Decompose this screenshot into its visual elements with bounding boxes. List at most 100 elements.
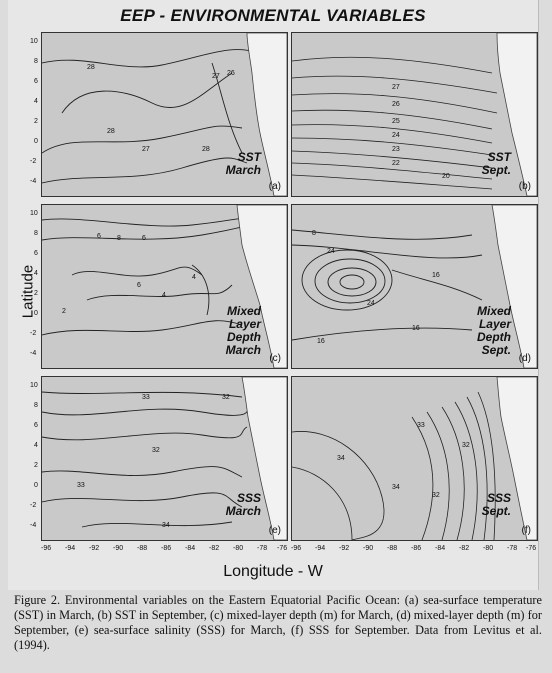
contour-map-sst-march: 28 27 28 28 27 26 (42, 33, 287, 196)
contour-label: 26 (392, 101, 400, 108)
panel-label-line: Depth (477, 330, 511, 344)
y-tick: 6 (34, 78, 38, 85)
panel-label-line: Mixed (226, 304, 261, 318)
y-tick: -4 (30, 178, 37, 185)
contour-label: 32 (222, 394, 230, 401)
panel-label-line: SSS (486, 491, 511, 505)
panel-sst-sept: 27 26 25 24 23 22 20 SST Sept. (b) (291, 32, 538, 197)
contour-map-sss-sept: 33 32 34 34 32 (292, 377, 537, 540)
x-tick: -88 (387, 545, 398, 552)
contour-label: 33 (142, 394, 150, 401)
x-axis-label: Longitude - W (223, 563, 323, 580)
x-tick: -78 (257, 545, 268, 552)
contour-label: 6 (97, 233, 101, 240)
panel-label-line: SSS (236, 491, 261, 505)
y-tick: -4 (30, 522, 37, 529)
panel-mld-sept: 8 24 16 24 16 16 Mixed Layer Depth Sept.… (291, 204, 538, 369)
x-tick: -76 (526, 545, 537, 552)
y-tick: 4 (34, 442, 38, 449)
contour-label: 2 (62, 308, 66, 315)
x-tick: -80 (233, 545, 244, 552)
y-tick: -4 (30, 350, 37, 357)
figure-caption: Figure 2. Environmental variables on the… (14, 593, 542, 652)
contour-label: 27 (392, 84, 400, 91)
contour-label: 34 (337, 455, 345, 462)
contour-label: 28 (202, 146, 210, 153)
y-tick: 10 (30, 382, 38, 389)
x-tick: -92 (89, 545, 100, 552)
x-tick: -92 (339, 545, 350, 552)
contour-label: 16 (432, 272, 440, 279)
contour-label: 32 (462, 442, 470, 449)
y-tick: 10 (30, 210, 38, 217)
contour-label: 4 (162, 292, 166, 299)
y-tick: 2 (34, 462, 38, 469)
contour-label: 24 (392, 132, 400, 139)
y-tick: 10 (30, 38, 38, 45)
panel-label: SSS March (226, 492, 261, 518)
contour-label: 16 (412, 325, 420, 332)
contour-label: 33 (77, 482, 85, 489)
contour-label: 32 (152, 447, 160, 454)
x-tick: -90 (363, 545, 374, 552)
x-tick: -94 (65, 545, 76, 552)
panel-label-line: Sept. (481, 163, 511, 177)
x-tick: -86 (411, 545, 422, 552)
x-tick: -86 (161, 545, 172, 552)
panel-letter: (e) (268, 525, 281, 536)
panel-label-line: March (225, 343, 261, 357)
contour-label: 4 (192, 274, 196, 281)
contour-label: 22 (392, 160, 400, 167)
x-tick: -96 (291, 545, 302, 552)
contour-label: 28 (107, 128, 115, 135)
contour-label: 23 (392, 146, 400, 153)
contour-label: 28 (87, 64, 95, 71)
contour-label: 16 (317, 338, 325, 345)
contour-map-mld-march: 6 8 6 4 2 6 4 (42, 205, 287, 368)
figure-plate: EEP - ENVIRONMENTAL VARIABLES Latitude 1… (8, 0, 539, 590)
panel-sst-march: 28 27 28 28 27 26 SST March (a) (41, 32, 288, 197)
panel-label-line: SST (487, 150, 511, 164)
contour-label: 34 (392, 484, 400, 491)
y-tick: -2 (30, 330, 37, 337)
panel-sss-march: 33 32 32 33 34 SSS March (e) (41, 376, 288, 541)
y-tick: 4 (34, 270, 38, 277)
x-tick: -84 (185, 545, 196, 552)
panel-label-line: Sept. (481, 343, 511, 357)
y-tick: 0 (34, 138, 38, 145)
x-tick: -82 (459, 545, 470, 552)
contour-label: 24 (327, 248, 335, 255)
y-tick: 2 (34, 290, 38, 297)
x-tick: -80 (483, 545, 494, 552)
y-tick: 0 (34, 482, 38, 489)
y-tick: 8 (34, 402, 38, 409)
contour-label: 32 (432, 492, 440, 499)
y-tick: 2 (34, 118, 38, 125)
contour-label: 8 (117, 235, 121, 242)
y-tick: 4 (34, 98, 38, 105)
panel-mld-march: 6 8 6 4 2 6 4 Mixed Layer Depth March (c… (41, 204, 288, 369)
panel-label: Mixed Layer Depth Sept. (477, 305, 511, 357)
panel-label: SST Sept. (482, 151, 511, 177)
contour-map-sss-march: 33 32 32 33 34 (42, 377, 287, 540)
panel-label-line: Mixed (476, 304, 511, 318)
x-tick: -84 (435, 545, 446, 552)
contour-label: 27 (212, 73, 220, 80)
contour-label: 6 (137, 282, 141, 289)
panel-label: SST March (226, 151, 261, 177)
panel-label: SSS Sept. (482, 492, 511, 518)
panel-label-line: March (225, 163, 261, 177)
panel-label-line: SST (237, 150, 261, 164)
panel-letter: (a) (268, 181, 281, 192)
panel-label-line: Layer (228, 317, 261, 331)
y-tick: 6 (34, 422, 38, 429)
panel-letter: (f) (521, 525, 531, 536)
x-tick: -96 (41, 545, 52, 552)
y-tick: 8 (34, 58, 38, 65)
y-tick: 0 (34, 310, 38, 317)
x-tick: -90 (113, 545, 124, 552)
panel-label-line: Depth (227, 330, 261, 344)
x-tick: -76 (277, 545, 288, 552)
panel-label: Mixed Layer Depth March (226, 305, 261, 357)
panel-label-line: March (225, 504, 261, 518)
